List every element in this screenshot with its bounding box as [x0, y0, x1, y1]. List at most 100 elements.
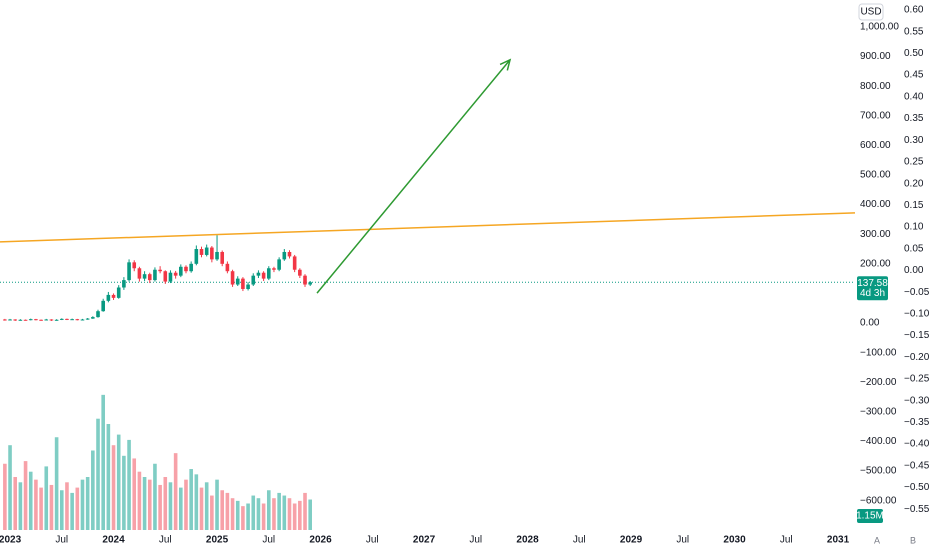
- candle-body: [28, 319, 33, 321]
- candle-body: [272, 268, 276, 270]
- y2-tick-label: −0.30: [904, 395, 930, 406]
- x-tick-label: 2027: [413, 535, 436, 546]
- candle-body: [106, 294, 111, 301]
- y-tick-label: −200.00: [860, 377, 897, 388]
- y-tick-label: 800.00: [860, 81, 891, 92]
- arrow: [316, 59, 511, 294]
- volume-bar: [173, 453, 178, 530]
- candle-body: [303, 275, 307, 285]
- candle-body: [137, 268, 142, 279]
- volume-bar: [235, 500, 240, 530]
- y2-tick-label: −0.50: [904, 482, 930, 493]
- volume-bar: [39, 487, 43, 530]
- price-tag: [857, 276, 888, 301]
- currency-box[interactable]: [858, 3, 884, 21]
- volume-bar: [282, 495, 287, 530]
- candle-body: [256, 272, 261, 276]
- volume-bar: [241, 506, 245, 530]
- trendline: [0, 212, 856, 243]
- y2-tick-label: 0.45: [904, 70, 924, 81]
- candle-body: [13, 319, 18, 321]
- x-tick-label: 2028: [516, 535, 539, 546]
- ui-button[interactable]: B: [910, 535, 916, 545]
- x-tick-label: 2030: [723, 535, 746, 546]
- volume-bar: [220, 490, 225, 530]
- candle-body: [168, 272, 173, 282]
- y-tick-label: −500.00: [860, 466, 897, 477]
- volume-bar: [163, 477, 168, 530]
- candle-body: [235, 278, 240, 285]
- candle-body: [277, 259, 281, 270]
- y-tick-label: −400.00: [860, 436, 897, 447]
- volume-bar: [96, 418, 100, 530]
- x-tick-label: Jul: [469, 535, 482, 546]
- volume-bar: [308, 499, 312, 530]
- x-tick-label: 2025: [206, 535, 229, 546]
- volume-bar: [49, 484, 54, 530]
- volume-bar: [44, 466, 49, 530]
- y2-tick-label: −0.05: [904, 287, 930, 298]
- volume-tag: [857, 509, 883, 523]
- volume-bar: [59, 490, 64, 530]
- candle-body: [173, 272, 178, 276]
- candle-body: [75, 319, 80, 321]
- volume-bar: [256, 498, 261, 530]
- y2-tick-label: 0.05: [904, 243, 924, 254]
- candle-body: [23, 319, 28, 321]
- candle-body: [215, 251, 219, 260]
- currency[interactable]: USD: [860, 7, 881, 18]
- candle-body: [153, 269, 157, 281]
- volume-bar: [13, 477, 18, 530]
- volume-bar: [210, 495, 214, 530]
- y-tick-label: 0.00: [860, 318, 880, 329]
- candle-body: [65, 318, 69, 320]
- x-tick-label: Jul: [366, 535, 379, 546]
- volume-bar: [225, 492, 230, 530]
- x-tick-label: Jul: [780, 535, 793, 546]
- volume-bar: [204, 482, 209, 530]
- volume-bar: [184, 479, 188, 530]
- candle-body: [85, 318, 90, 320]
- candle-body: [18, 319, 23, 321]
- y2-tick-label: 0.50: [904, 48, 924, 59]
- y2-tick-label: −0.15: [904, 330, 930, 341]
- candle-body: [147, 274, 152, 281]
- volume-bar: [261, 503, 266, 530]
- x-tick-label: 2024: [102, 535, 125, 546]
- candle-body: [220, 251, 225, 264]
- candle-body: [282, 251, 287, 260]
- volume-bar: [80, 479, 85, 530]
- volume-bar: [3, 463, 7, 530]
- volume-tag-label: 1.15M: [856, 511, 884, 522]
- volume-bar: [70, 492, 74, 530]
- candle-body: [49, 319, 54, 321]
- y2-tick-label: 0.60: [904, 5, 924, 16]
- y-tick-label: 900.00: [860, 51, 891, 62]
- candle-body: [96, 311, 100, 318]
- candle-body: [179, 266, 183, 276]
- volume-bar: [147, 479, 152, 530]
- volume-bar: [106, 424, 111, 530]
- candle-body: [8, 319, 12, 321]
- x-tick-label: Jul: [262, 535, 275, 546]
- volume-bar: [158, 484, 162, 530]
- volume-bar: [230, 498, 235, 530]
- y-tick-label: 700.00: [860, 110, 891, 121]
- y2-tick-label: 0.35: [904, 113, 924, 124]
- y-tick-label: −300.00: [860, 407, 897, 418]
- y2-tick-label: 0.10: [904, 222, 924, 233]
- y-tick-label: 600.00: [860, 140, 891, 151]
- ui-button[interactable]: A: [874, 535, 880, 545]
- arrow-head: [499, 58, 512, 71]
- y2-tick-label: 0.30: [904, 135, 924, 146]
- volume-bar: [194, 474, 199, 530]
- volume-bar: [34, 479, 38, 530]
- candle-body: [101, 300, 105, 312]
- volume-bar: [116, 434, 121, 530]
- volume-bar: [251, 495, 256, 530]
- volume-bar: [28, 471, 33, 530]
- volume-bar: [168, 482, 173, 530]
- volume-bar: [111, 445, 116, 530]
- y2-tick-label: −0.45: [904, 460, 930, 471]
